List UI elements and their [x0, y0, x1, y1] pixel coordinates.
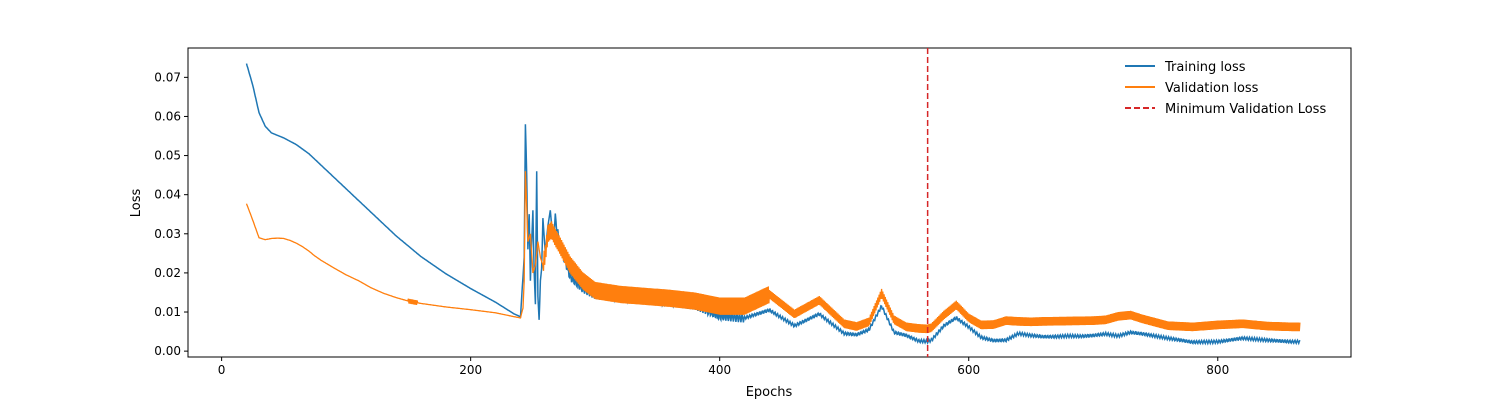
x-axis-label: Epochs	[746, 385, 793, 400]
x-tick-label: 0	[218, 363, 226, 377]
series-line-validation-loss	[245, 171, 1301, 334]
y-tick-label: 0.07	[154, 70, 181, 84]
plot-frame	[187, 47, 1352, 358]
y-axis-label: Loss	[129, 189, 144, 218]
x-tick-label: 400	[708, 363, 731, 377]
y-tick-label: 0.06	[154, 109, 181, 123]
legend-item-min-validation-loss: Minimum Validation Loss	[1125, 102, 1326, 117]
y-tick-label: 0.01	[154, 305, 181, 319]
series-line-training-loss	[245, 63, 1301, 346]
legend-item-validation-loss: Validation loss	[1125, 81, 1259, 96]
y-tick-label: 0.03	[154, 227, 181, 241]
x-tick-label: 600	[957, 363, 980, 377]
legend-label: Validation loss	[1165, 81, 1259, 96]
x-tick-label: 800	[1206, 363, 1229, 377]
legend: Training loss Validation loss Minimum Vali…	[1125, 60, 1326, 117]
y-tick-label: 0.05	[154, 149, 181, 163]
legend-label: Minimum Validation Loss	[1165, 102, 1326, 117]
legend-item-training-loss: Training loss	[1125, 60, 1246, 75]
x-tick-label: 200	[459, 363, 482, 377]
y-tick-label: 0.04	[154, 188, 181, 202]
y-tick-label: 0.00	[154, 344, 181, 358]
legend-label: Training loss	[1164, 60, 1246, 75]
y-tick-label: 0.02	[154, 266, 181, 280]
